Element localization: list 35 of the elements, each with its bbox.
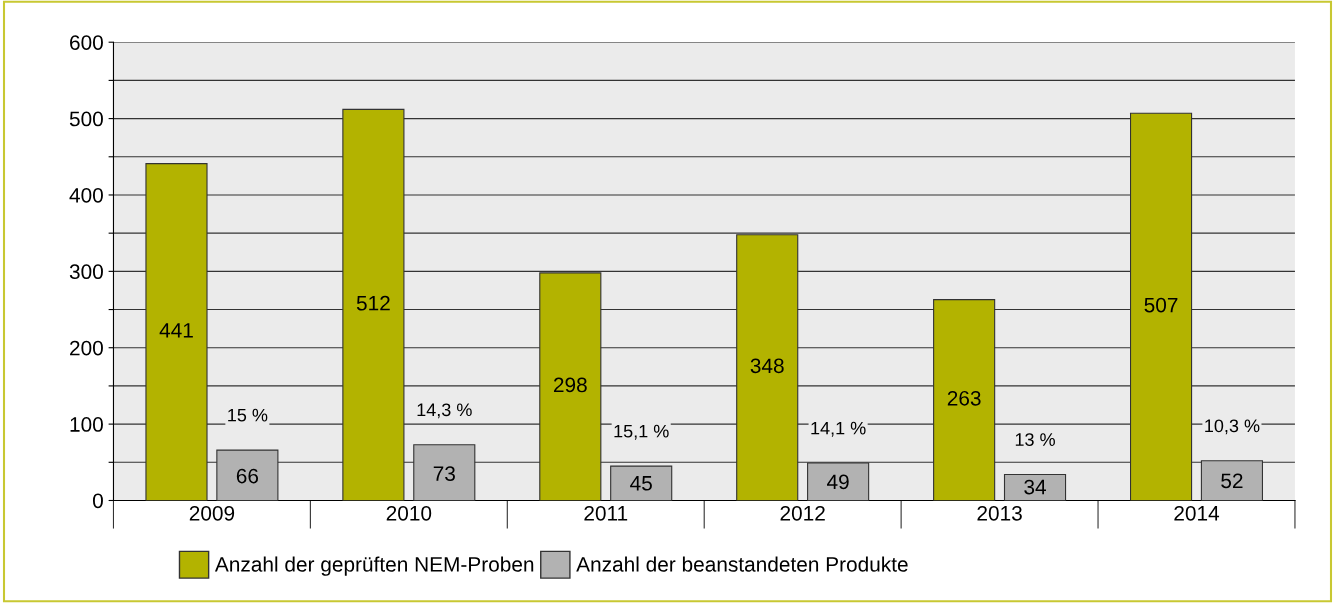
annotation: 15,1 % <box>614 424 669 440</box>
y-tick-label: 600 <box>70 35 103 50</box>
data-label: 49 <box>827 474 849 490</box>
data-label: 507 <box>1144 297 1178 313</box>
bar <box>610 465 673 501</box>
annotation: 10,3 % <box>1205 419 1260 435</box>
data-label: 73 <box>433 466 455 481</box>
annotation: 14,3 % <box>417 403 472 419</box>
legend-label: Anzahl der beanstandeten Produkte <box>576 556 908 572</box>
x-tick-label: 2009 <box>189 505 235 521</box>
data-label: 298 <box>553 377 587 393</box>
x-tick-label: 2013 <box>977 505 1022 521</box>
annotation: 13 % <box>1015 433 1055 446</box>
x-tick-label: 2011 <box>584 505 628 521</box>
data-label: 263 <box>947 390 981 406</box>
y-tick-label: 300 <box>69 264 103 280</box>
annotation: 14,1 % <box>811 421 866 437</box>
y-tick-label: 200 <box>70 340 103 356</box>
x-tick-label: 2014 <box>1174 505 1220 521</box>
y-tick-label: 100 <box>70 417 103 432</box>
legend-label: Anzahl der geprüften NEM-Proben <box>214 556 534 576</box>
x-tick-label: 2012 <box>780 505 825 521</box>
y-tick-label: 0 <box>92 493 103 509</box>
data-label: 45 <box>630 476 652 491</box>
data-label: 52 <box>1221 473 1243 489</box>
annotation: 15 % <box>228 408 268 422</box>
x-tick-label: 2010 <box>386 505 432 521</box>
data-label: 441 <box>159 323 193 338</box>
bar <box>1003 473 1067 501</box>
y-tick-label: 500 <box>69 111 103 127</box>
data-label: 512 <box>356 295 390 311</box>
y-tick-label: 400 <box>69 187 103 203</box>
data-label: 34 <box>1024 479 1046 495</box>
data-label: 66 <box>236 468 259 484</box>
data-label: 348 <box>750 358 784 374</box>
